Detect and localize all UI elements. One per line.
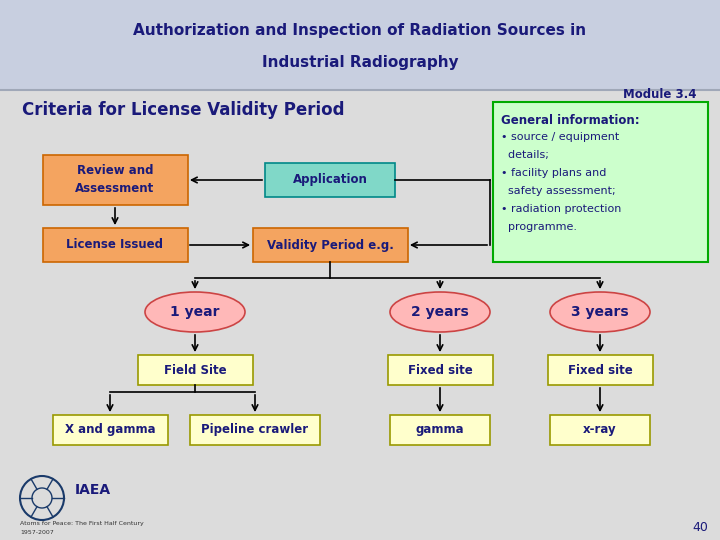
- Text: safety assessment;: safety assessment;: [501, 186, 616, 196]
- Text: details;: details;: [501, 150, 549, 160]
- Text: • source / equipment: • source / equipment: [501, 132, 619, 142]
- FancyBboxPatch shape: [547, 355, 652, 385]
- Text: Fixed site: Fixed site: [408, 363, 472, 376]
- Ellipse shape: [145, 292, 245, 332]
- Text: 2 years: 2 years: [411, 305, 469, 319]
- FancyBboxPatch shape: [0, 0, 720, 90]
- FancyBboxPatch shape: [253, 228, 408, 262]
- FancyBboxPatch shape: [265, 163, 395, 197]
- Text: Validity Period e.g.: Validity Period e.g.: [266, 239, 393, 252]
- Text: Fixed site: Fixed site: [567, 363, 632, 376]
- Text: 1 year: 1 year: [170, 305, 220, 319]
- Text: X and gamma: X and gamma: [65, 423, 156, 436]
- FancyBboxPatch shape: [387, 355, 492, 385]
- FancyBboxPatch shape: [550, 415, 650, 445]
- Text: Authorization and Inspection of Radiation Sources in: Authorization and Inspection of Radiatio…: [133, 23, 587, 37]
- FancyBboxPatch shape: [190, 415, 320, 445]
- Text: Application: Application: [292, 173, 367, 186]
- Text: Pipeline crawler: Pipeline crawler: [202, 423, 309, 436]
- Text: Criteria for License Validity Period: Criteria for License Validity Period: [22, 101, 344, 119]
- Text: Industrial Radiography: Industrial Radiography: [261, 55, 459, 70]
- FancyBboxPatch shape: [42, 155, 187, 205]
- Text: 1957-2007: 1957-2007: [20, 530, 54, 535]
- FancyBboxPatch shape: [53, 415, 168, 445]
- Ellipse shape: [550, 292, 650, 332]
- FancyBboxPatch shape: [0, 90, 720, 540]
- Text: General information:: General information:: [501, 114, 639, 127]
- FancyBboxPatch shape: [492, 102, 708, 262]
- Text: 3 years: 3 years: [571, 305, 629, 319]
- Text: x-ray: x-ray: [583, 423, 617, 436]
- Text: IAEA: IAEA: [75, 483, 111, 497]
- Text: Field Site: Field Site: [163, 363, 226, 376]
- Text: Module 3.4: Module 3.4: [624, 89, 697, 102]
- Text: 40: 40: [692, 521, 708, 534]
- Text: • radiation protection: • radiation protection: [501, 204, 621, 214]
- Text: Assessment: Assessment: [76, 183, 155, 195]
- Text: • facility plans and: • facility plans and: [501, 168, 606, 178]
- Text: Review and: Review and: [77, 165, 153, 178]
- FancyBboxPatch shape: [42, 228, 187, 262]
- Ellipse shape: [390, 292, 490, 332]
- FancyBboxPatch shape: [390, 415, 490, 445]
- Text: gamma: gamma: [415, 423, 464, 436]
- Text: Atoms for Peace: The First Half Century: Atoms for Peace: The First Half Century: [20, 522, 144, 526]
- Text: programme.: programme.: [501, 222, 577, 232]
- FancyBboxPatch shape: [138, 355, 253, 385]
- Text: License Issued: License Issued: [66, 239, 163, 252]
